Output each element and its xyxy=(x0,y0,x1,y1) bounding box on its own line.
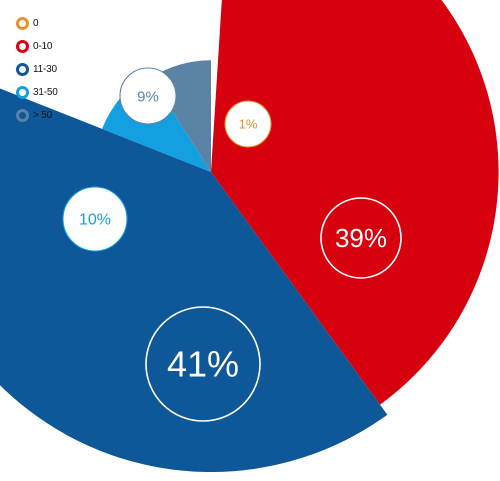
legend: 0 0-10 11-30 31-50 > 50 xyxy=(16,12,58,127)
legend-label: 11-30 xyxy=(33,64,57,75)
legend-label: 0-10 xyxy=(33,41,53,52)
slice-11-30 xyxy=(0,88,388,472)
legend-ring-icon xyxy=(16,86,29,99)
data-label-0: 1% xyxy=(239,117,258,132)
slice-0-10 xyxy=(211,0,499,405)
legend-item-0: 0 xyxy=(16,12,58,35)
label-circle-over-50 xyxy=(119,67,177,125)
legend-label: 0 xyxy=(33,18,39,29)
legend-label: > 50 xyxy=(33,110,52,121)
legend-ring-icon xyxy=(16,109,29,122)
label-circle-0-10 xyxy=(320,197,402,279)
legend-ring-icon xyxy=(16,63,29,76)
data-label-0-10: 39% xyxy=(335,223,387,253)
legend-label: 31-50 xyxy=(33,87,58,98)
label-circle-0 xyxy=(224,100,272,148)
legend-ring-icon xyxy=(16,17,29,30)
data-label-11-30: 41% xyxy=(167,344,239,385)
legend-item-0-10: 0-10 xyxy=(16,35,58,58)
label-circle-11-30 xyxy=(145,306,261,422)
data-label-31-50: 10% xyxy=(79,212,111,229)
legend-item-11-30: 11-30 xyxy=(16,58,58,81)
label-circle-31-50 xyxy=(62,186,128,252)
legend-item-over-50: > 50 xyxy=(16,104,58,127)
legend-ring-icon xyxy=(16,40,29,53)
legend-item-31-50: 31-50 xyxy=(16,81,58,104)
data-label-over-50: 9% xyxy=(137,88,159,105)
